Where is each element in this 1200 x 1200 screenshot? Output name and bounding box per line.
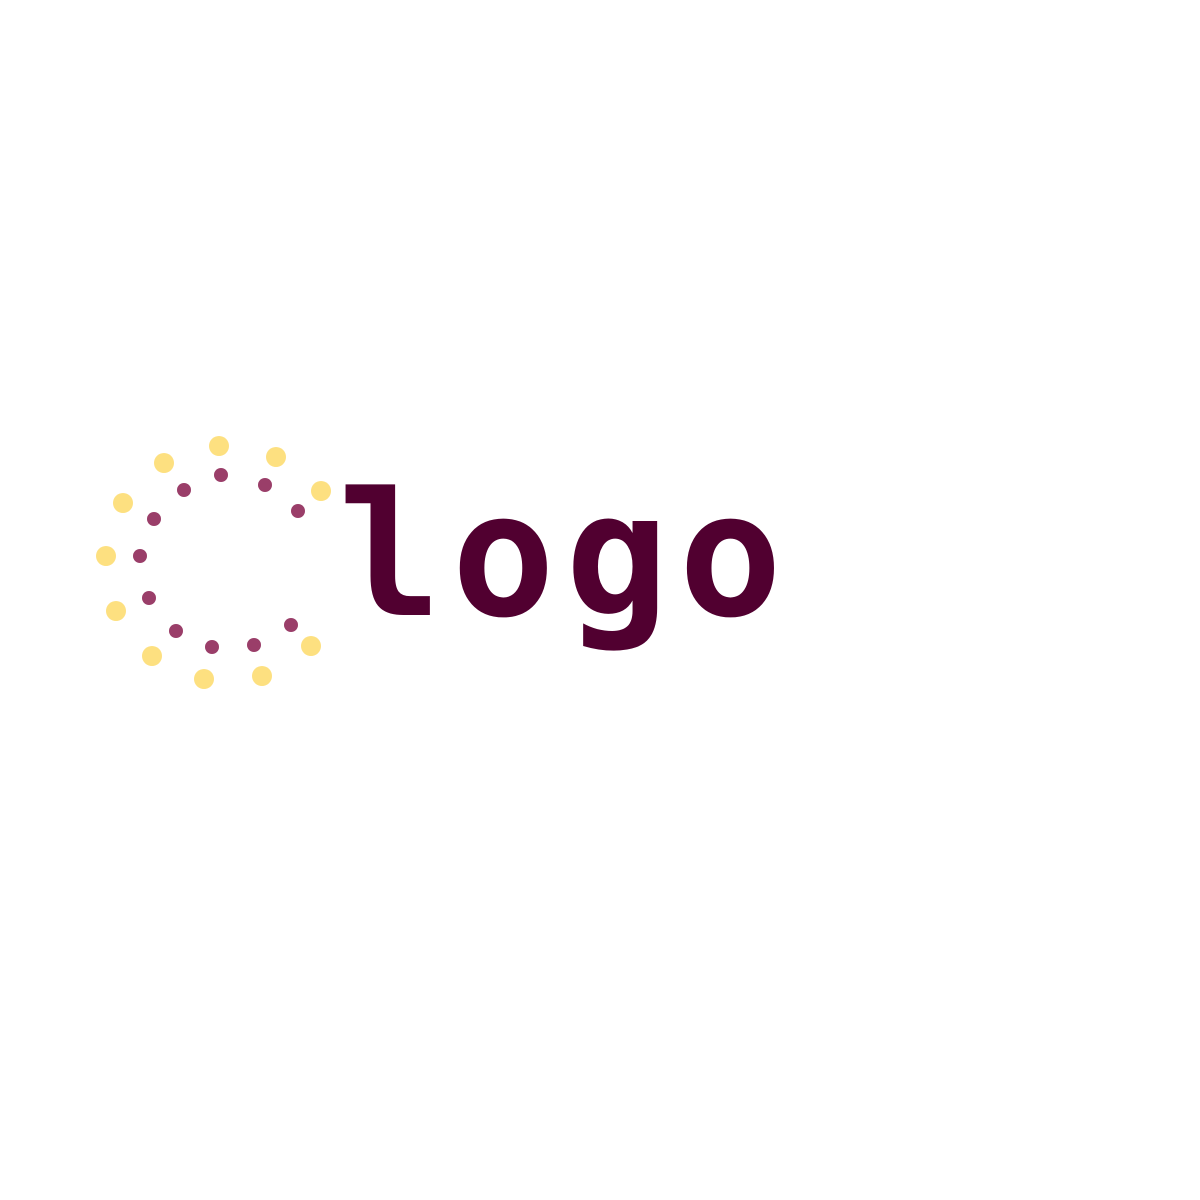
inner-dot [169, 624, 183, 638]
inner-dot [214, 468, 228, 482]
inner-dot [133, 549, 147, 563]
inner-dot [177, 483, 191, 497]
inner-dot [284, 618, 298, 632]
inner-dot [142, 591, 156, 605]
outer-dot [106, 601, 126, 621]
outer-dot-ring [96, 436, 331, 689]
outer-dot [142, 646, 162, 666]
inner-dot [291, 504, 305, 518]
outer-dot [266, 447, 286, 467]
wordmark-text: logo [338, 455, 793, 656]
inner-dot-ring [133, 468, 305, 654]
inner-dot [205, 640, 219, 654]
outer-dot [194, 669, 214, 689]
outer-dot [252, 666, 272, 686]
inner-dot [247, 638, 261, 652]
inner-dot [147, 512, 161, 526]
outer-dot [301, 636, 321, 656]
outer-dot [96, 546, 116, 566]
outer-dot [154, 453, 174, 473]
outer-dot [209, 436, 229, 456]
outer-dot [113, 493, 133, 513]
outer-dot [311, 481, 331, 501]
inner-dot [258, 478, 272, 492]
